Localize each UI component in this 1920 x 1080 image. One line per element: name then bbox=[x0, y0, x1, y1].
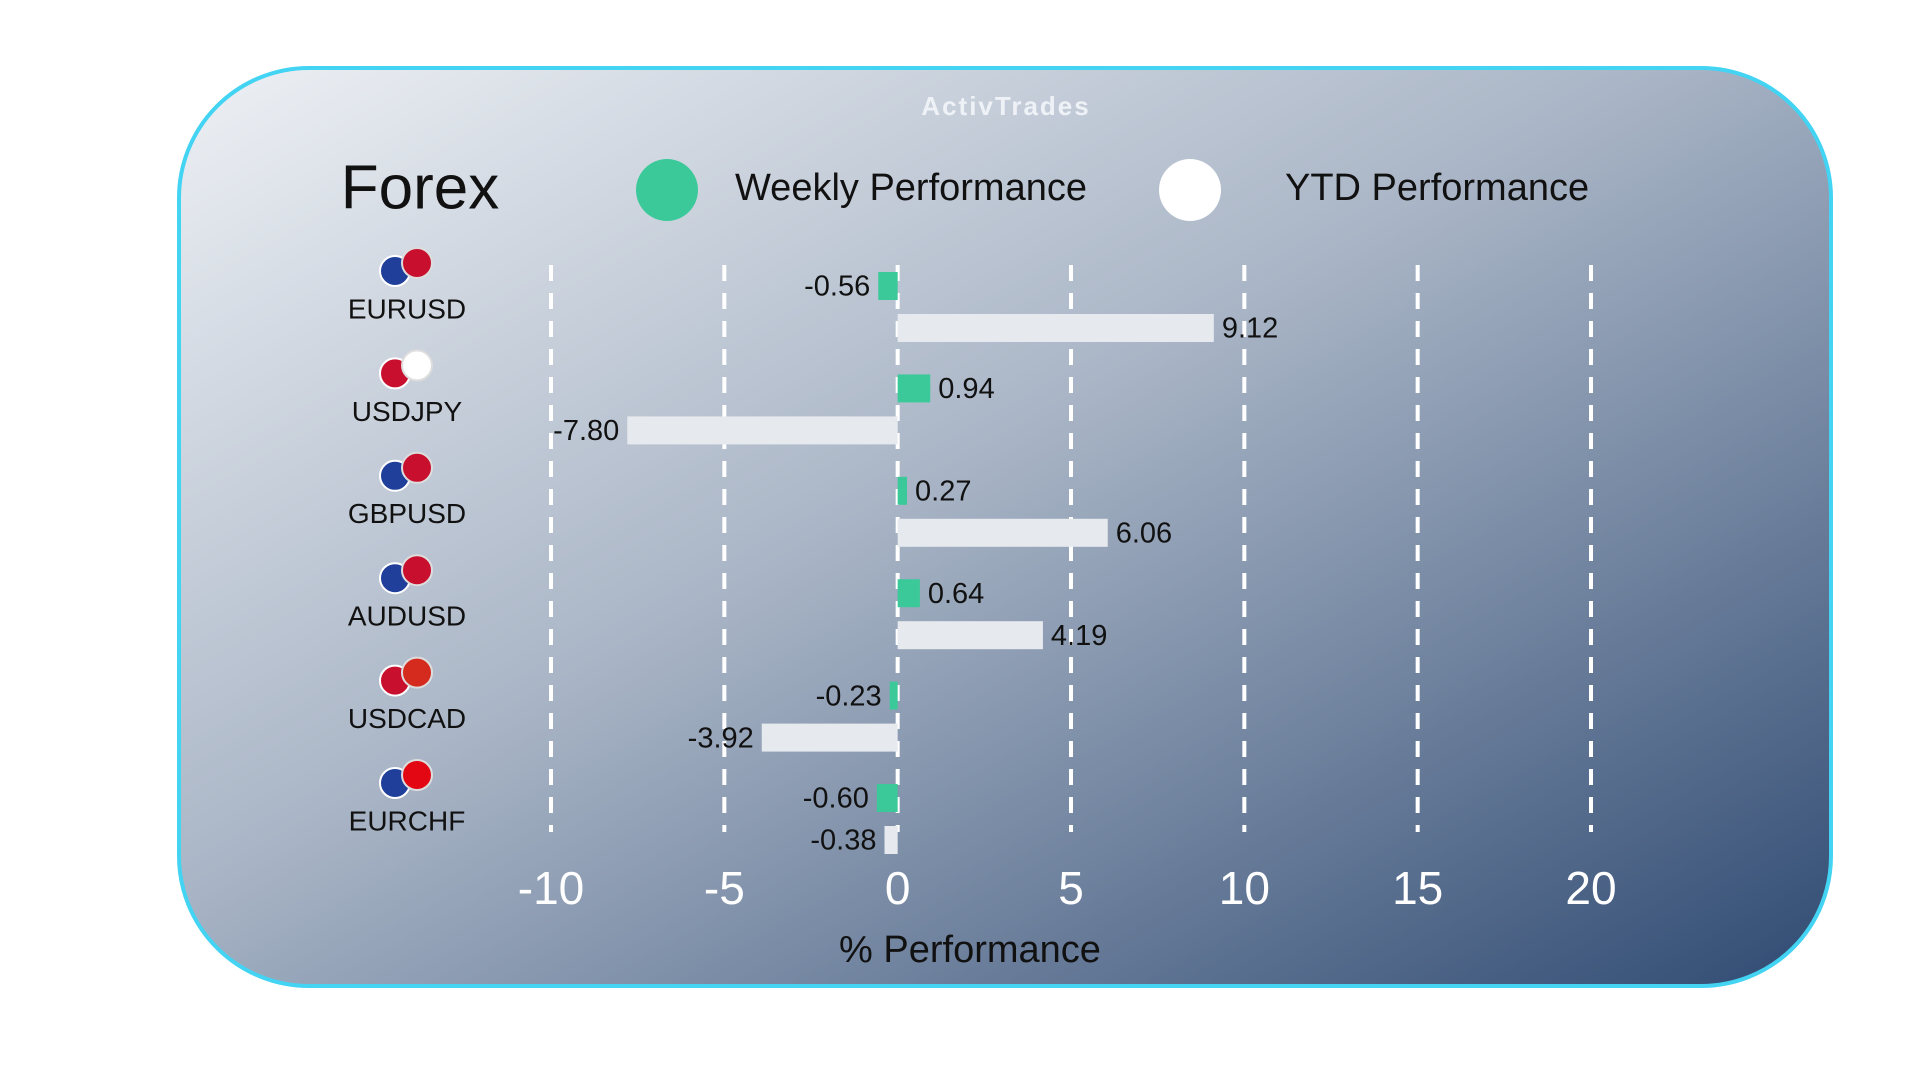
x-tick-label: 15 bbox=[1392, 862, 1443, 914]
bar bbox=[897, 579, 920, 608]
value-label: -0.56 bbox=[804, 271, 870, 303]
x-tick-label: 5 bbox=[1058, 862, 1084, 914]
bar bbox=[878, 272, 898, 300]
bar bbox=[897, 314, 1214, 342]
y-tick-label: USDCAD bbox=[348, 703, 466, 734]
y-tick-label: AUDUSD bbox=[348, 601, 466, 632]
value-label: -7.80 bbox=[553, 415, 619, 447]
y-tick-label: EURUSD bbox=[348, 293, 466, 324]
bar bbox=[897, 621, 1043, 650]
value-label: 4.19 bbox=[1051, 620, 1107, 652]
value-label: -0.38 bbox=[810, 825, 876, 857]
legend-swatch bbox=[636, 159, 698, 221]
bar bbox=[897, 518, 1108, 547]
x-tick-label: 20 bbox=[1565, 862, 1616, 914]
bar bbox=[889, 681, 898, 710]
value-label: -0.60 bbox=[803, 783, 869, 815]
flag-icon bbox=[401, 247, 433, 279]
legend-swatch bbox=[1159, 159, 1221, 221]
bar bbox=[876, 784, 898, 812]
flag-icon bbox=[401, 656, 433, 689]
legend-label: YTD Performance bbox=[1285, 167, 1589, 209]
flag-icon bbox=[401, 554, 433, 587]
x-tick-label: 0 bbox=[885, 862, 911, 914]
flag-icon bbox=[401, 349, 433, 382]
bar bbox=[897, 374, 931, 403]
bar bbox=[884, 826, 898, 854]
flag-icon bbox=[401, 759, 433, 791]
value-label: 0.94 bbox=[938, 373, 994, 405]
y-tick-label: USDJPY bbox=[352, 396, 463, 427]
brand: ActivTrades bbox=[921, 91, 1090, 121]
y-tick-label: EURCHF bbox=[349, 805, 466, 836]
bar bbox=[627, 416, 898, 445]
value-label: 0.27 bbox=[915, 475, 971, 507]
x-tick-label: -10 bbox=[518, 862, 584, 914]
value-label: 9.12 bbox=[1222, 313, 1278, 345]
flag-icon bbox=[401, 451, 433, 484]
x-axis-label: % Performance bbox=[839, 929, 1101, 971]
bar bbox=[897, 476, 908, 505]
legend-label: Weekly Performance bbox=[735, 167, 1087, 209]
value-label: 0.64 bbox=[928, 578, 984, 610]
y-tick-label: GBPUSD bbox=[348, 498, 466, 529]
chart-title: Forex bbox=[341, 153, 499, 222]
value-label: -3.92 bbox=[688, 722, 754, 754]
x-tick-label: 10 bbox=[1219, 862, 1270, 914]
value-label: -0.23 bbox=[816, 680, 882, 712]
value-label: 6.06 bbox=[1116, 517, 1172, 549]
bar bbox=[761, 723, 898, 752]
x-tick-label: -5 bbox=[704, 862, 745, 914]
